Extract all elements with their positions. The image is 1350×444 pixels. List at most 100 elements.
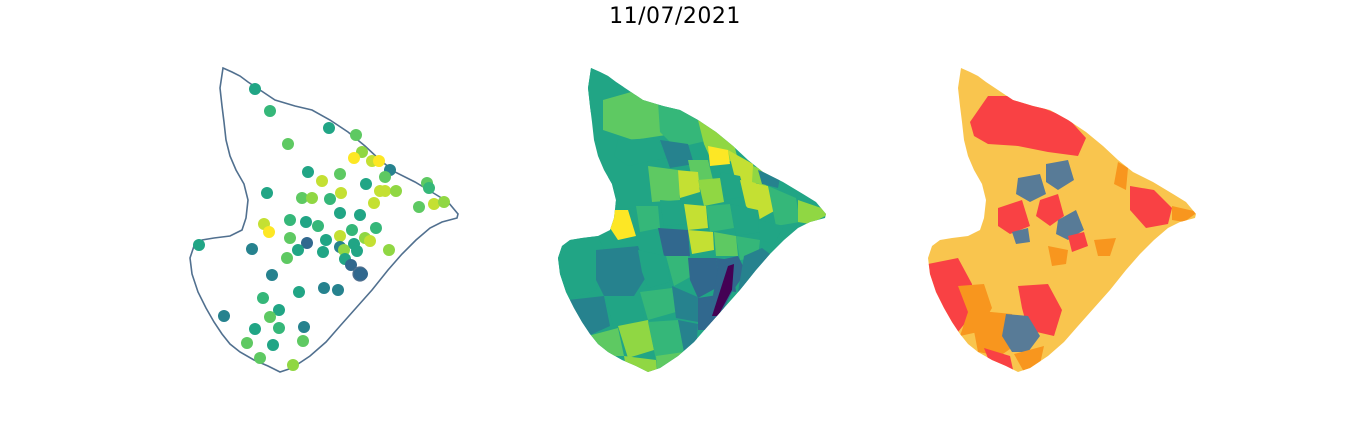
station-point xyxy=(317,246,329,258)
municipality-region xyxy=(624,356,658,372)
station-point xyxy=(368,197,380,209)
station-point xyxy=(335,187,347,199)
station-point xyxy=(324,193,336,205)
risk-region xyxy=(1068,232,1088,252)
station-point xyxy=(193,239,205,251)
municipality-region xyxy=(608,170,652,210)
municipality-region xyxy=(688,230,714,254)
municipality-region xyxy=(712,264,734,316)
municipality-region xyxy=(672,286,700,322)
station-point xyxy=(370,222,382,234)
municipality-region xyxy=(676,170,700,198)
municipality-region xyxy=(730,204,762,236)
station-point xyxy=(267,339,279,351)
station-point xyxy=(284,232,296,244)
station-point xyxy=(360,178,372,190)
station-point xyxy=(334,207,346,219)
point-map-panel xyxy=(189,66,459,373)
station-point xyxy=(264,105,276,117)
station-point xyxy=(316,175,328,187)
municipality-region xyxy=(660,140,694,168)
municipality-region xyxy=(610,210,636,240)
risk-region xyxy=(1114,162,1128,190)
station-point xyxy=(379,171,391,183)
station-point xyxy=(298,321,310,333)
station-point xyxy=(346,224,358,236)
station-point xyxy=(423,182,435,194)
risk-region xyxy=(1056,210,1084,240)
municipality-region xyxy=(740,180,776,220)
station-point xyxy=(312,220,324,232)
station-point xyxy=(320,234,332,246)
station-point xyxy=(218,310,230,322)
risk-region xyxy=(1094,238,1116,256)
figure-title: 11/07/2021 xyxy=(609,4,741,29)
station-point xyxy=(292,244,304,256)
station-point xyxy=(350,129,362,141)
station-point xyxy=(351,245,363,257)
station-point xyxy=(379,185,391,197)
municipality-region xyxy=(666,256,692,286)
station-point xyxy=(428,198,440,210)
municipality-region xyxy=(758,170,780,188)
station-point xyxy=(241,337,253,349)
municipality-region xyxy=(656,352,684,372)
municipality-region xyxy=(698,178,724,206)
station-point xyxy=(438,196,450,208)
station-point xyxy=(373,155,385,167)
municipality-region xyxy=(638,250,670,288)
municipality-region xyxy=(768,186,800,226)
station-point xyxy=(282,138,294,150)
station-point xyxy=(296,192,308,204)
risk-region xyxy=(958,284,992,336)
station-point xyxy=(297,335,309,347)
risk-region xyxy=(1036,194,1064,226)
municipality-regions xyxy=(558,68,826,372)
station-points xyxy=(193,83,450,371)
risk-region xyxy=(1016,174,1046,202)
station-point xyxy=(306,192,318,204)
station-point xyxy=(334,168,346,180)
station-point xyxy=(332,284,344,296)
risk-region xyxy=(1012,228,1030,244)
municipality-region xyxy=(798,200,826,224)
station-point xyxy=(354,209,366,221)
municipality-region xyxy=(604,296,644,328)
station-point xyxy=(281,252,293,264)
classified-map-panel xyxy=(928,68,1196,372)
municipality-region xyxy=(596,246,648,296)
station-point xyxy=(273,322,285,334)
station-point xyxy=(334,230,346,242)
municipality-region xyxy=(660,200,686,226)
risk-region xyxy=(1130,186,1172,228)
risk-region xyxy=(970,96,1086,156)
station-point xyxy=(302,166,314,178)
station-point xyxy=(257,292,269,304)
station-point xyxy=(263,226,275,238)
station-point xyxy=(246,243,258,255)
state-outline xyxy=(189,66,459,373)
municipality-region xyxy=(658,102,710,148)
station-point xyxy=(338,244,350,256)
municipality-region xyxy=(614,138,666,166)
municipality-region xyxy=(636,206,660,232)
municipality-region xyxy=(658,228,690,256)
municipality-region xyxy=(706,204,734,232)
station-point xyxy=(293,286,305,298)
municipality-region xyxy=(708,146,730,166)
station-point xyxy=(249,323,261,335)
station-point xyxy=(287,359,299,371)
municipality-region xyxy=(684,204,708,230)
risk-class-regions xyxy=(928,68,1196,372)
station-point xyxy=(284,214,296,226)
station-point xyxy=(266,269,278,281)
municipality-region xyxy=(738,248,770,292)
station-point xyxy=(254,352,266,364)
risk-region xyxy=(1172,206,1196,222)
risk-region xyxy=(998,200,1030,234)
station-point xyxy=(323,122,335,134)
municipality-region xyxy=(714,232,738,256)
station-point xyxy=(300,216,312,228)
station-point xyxy=(264,311,276,323)
station-point xyxy=(318,282,330,294)
